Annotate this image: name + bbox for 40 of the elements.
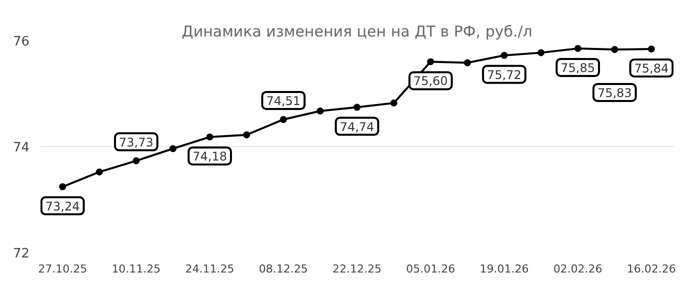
point bbox=[611, 46, 618, 54]
point bbox=[169, 145, 176, 152]
x-tick-label: 10.11.25 bbox=[112, 262, 161, 276]
data-label: 75,83 bbox=[597, 86, 632, 100]
point bbox=[427, 58, 434, 66]
x-tick-label: 27.10.25 bbox=[38, 262, 88, 276]
y-tick-label: 76 bbox=[12, 34, 30, 50]
point bbox=[280, 116, 287, 123]
point bbox=[132, 157, 140, 164]
x-tick-label: 02.02.26 bbox=[553, 262, 602, 276]
x-tick-label: 22.12.25 bbox=[332, 262, 382, 276]
data-label: 74,74 bbox=[340, 120, 374, 134]
chart-title: Динамика изменения цен на ДТ в РФ, руб./л bbox=[182, 22, 532, 40]
point bbox=[354, 104, 360, 111]
point bbox=[59, 183, 66, 190]
data-label: 73,24 bbox=[45, 199, 80, 214]
point bbox=[538, 49, 545, 56]
point bbox=[390, 100, 398, 107]
point bbox=[206, 133, 214, 140]
point bbox=[243, 131, 250, 138]
data-label: 75,85 bbox=[560, 60, 595, 75]
point bbox=[96, 168, 103, 176]
x-tick-label: 08.12.25 bbox=[258, 262, 308, 276]
x-tick-label: 16.02.26 bbox=[626, 262, 676, 276]
data-label: 75,72 bbox=[487, 68, 522, 82]
data-label: 75,84 bbox=[634, 61, 669, 76]
data-label: 73,73 bbox=[119, 135, 154, 150]
point bbox=[648, 45, 655, 52]
x-tick-label: 19.01.26 bbox=[480, 262, 529, 276]
data-label: 74,18 bbox=[192, 149, 227, 164]
x-tick-label: 05.01.26 bbox=[406, 262, 456, 276]
point bbox=[316, 107, 324, 114]
data-label: 74,51 bbox=[266, 94, 301, 108]
point bbox=[574, 44, 582, 52]
y-tick-label: 74 bbox=[12, 140, 30, 156]
point bbox=[500, 52, 508, 59]
x-tick-label: 24.11.25 bbox=[185, 262, 234, 276]
y-tick-label: 72 bbox=[12, 246, 30, 262]
data-label: 75,60 bbox=[413, 74, 448, 88]
point bbox=[464, 59, 471, 66]
